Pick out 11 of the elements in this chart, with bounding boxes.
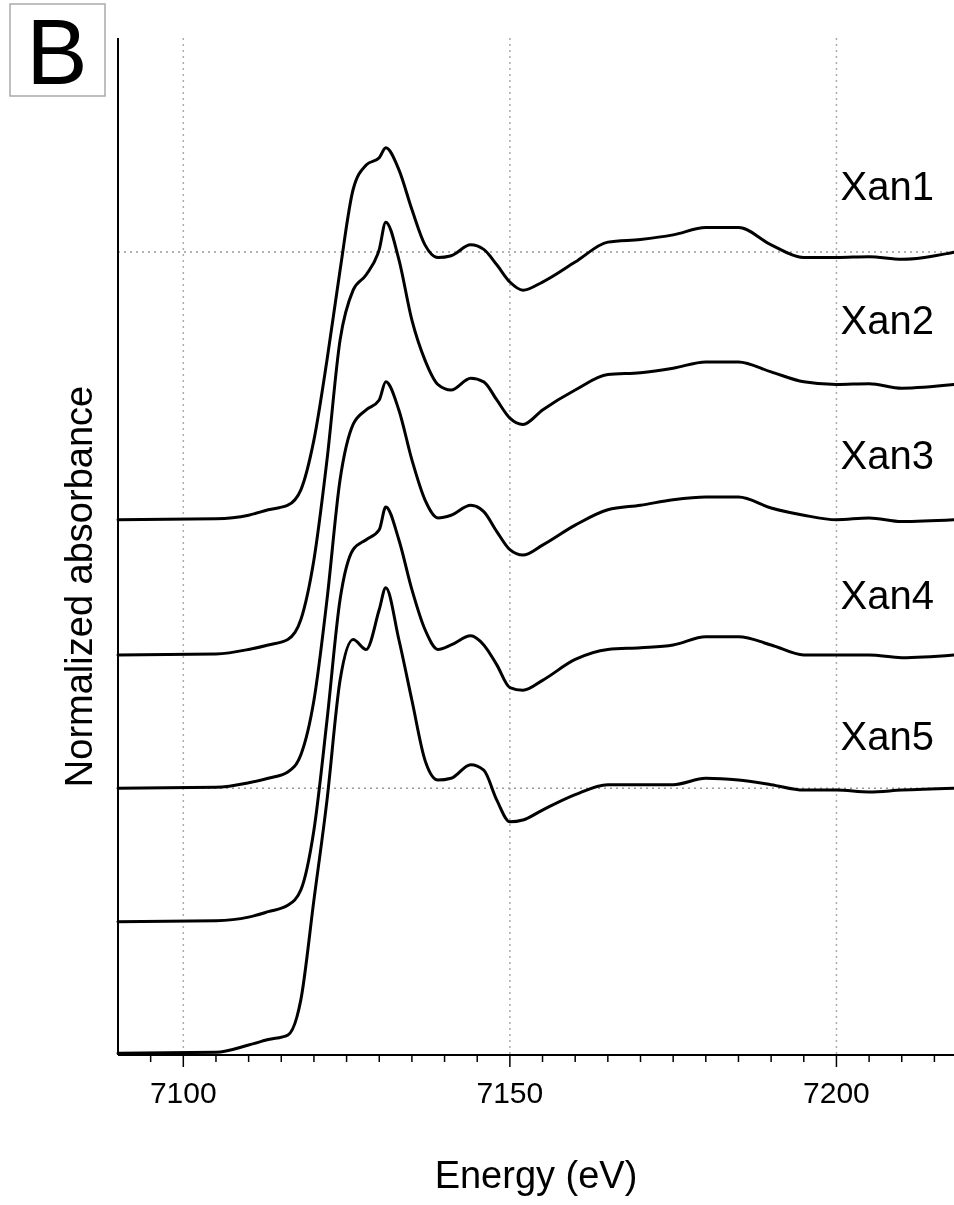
- series-label: Xan2: [840, 297, 934, 342]
- x-tick-label: 7200: [803, 1076, 870, 1109]
- x-axis-title: Energy (eV): [434, 1154, 638, 1196]
- y-axis-title: Normalized absorbance: [58, 385, 100, 788]
- x-tick-label: 7150: [476, 1076, 544, 1109]
- x-tick-label: 7100: [149, 1076, 217, 1109]
- series-label: Xan5: [840, 714, 934, 759]
- series-label: Xan3: [840, 433, 934, 478]
- text: B: [26, 1, 88, 103]
- series-label: Xan1: [840, 163, 934, 208]
- series-label: Xan4: [840, 572, 934, 617]
